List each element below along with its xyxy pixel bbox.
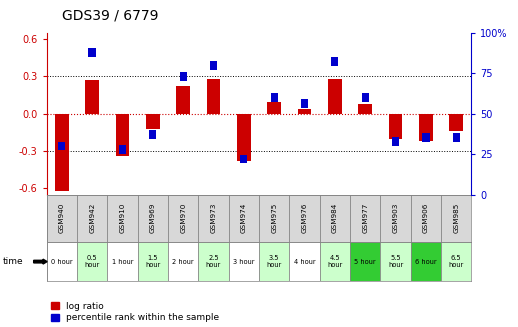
- Text: GSM910: GSM910: [120, 203, 125, 233]
- Text: 4 hour: 4 hour: [294, 259, 315, 265]
- Bar: [138, 242, 168, 281]
- Bar: [422, 133, 429, 142]
- Bar: [380, 242, 411, 281]
- Bar: [350, 242, 380, 281]
- Text: GSM974: GSM974: [241, 203, 247, 233]
- Bar: [107, 195, 138, 242]
- Bar: [450, 113, 463, 131]
- Bar: [176, 86, 190, 113]
- Text: GSM977: GSM977: [362, 203, 368, 233]
- Text: 1.5
hour: 1.5 hour: [145, 255, 161, 268]
- Bar: [77, 242, 107, 281]
- Text: GSM970: GSM970: [180, 203, 186, 233]
- Bar: [270, 93, 278, 102]
- Text: GSM985: GSM985: [453, 203, 459, 233]
- Bar: [180, 72, 187, 81]
- Text: GSM940: GSM940: [59, 203, 65, 233]
- Bar: [392, 137, 399, 146]
- Bar: [89, 48, 96, 57]
- Text: GSM984: GSM984: [332, 203, 338, 233]
- Bar: [240, 154, 248, 164]
- Bar: [228, 242, 259, 281]
- Text: 3.5
hour: 3.5 hour: [267, 255, 282, 268]
- Text: GSM973: GSM973: [210, 203, 217, 233]
- Bar: [58, 142, 65, 150]
- Text: GSM903: GSM903: [393, 203, 398, 233]
- Bar: [298, 109, 311, 113]
- Bar: [228, 195, 259, 242]
- Bar: [301, 99, 308, 108]
- Bar: [210, 60, 217, 70]
- Bar: [77, 195, 107, 242]
- Bar: [453, 133, 460, 142]
- Legend: log ratio, percentile rank within the sample: log ratio, percentile rank within the sa…: [51, 302, 220, 322]
- Text: 4.5
hour: 4.5 hour: [327, 255, 342, 268]
- Text: 3 hour: 3 hour: [233, 259, 254, 265]
- Bar: [259, 242, 290, 281]
- Text: time: time: [3, 257, 23, 266]
- Bar: [259, 195, 290, 242]
- Bar: [362, 93, 369, 102]
- Bar: [207, 79, 220, 113]
- Bar: [441, 195, 471, 242]
- Bar: [350, 195, 380, 242]
- Bar: [198, 195, 228, 242]
- Text: 2.5
hour: 2.5 hour: [206, 255, 221, 268]
- Text: GSM975: GSM975: [271, 203, 277, 233]
- Bar: [149, 130, 156, 139]
- Text: GDS39 / 6779: GDS39 / 6779: [62, 9, 159, 23]
- Bar: [107, 242, 138, 281]
- Text: 6 hour: 6 hour: [415, 259, 437, 265]
- Bar: [138, 195, 168, 242]
- Bar: [290, 242, 320, 281]
- Bar: [380, 195, 411, 242]
- Text: 1 hour: 1 hour: [112, 259, 133, 265]
- Bar: [168, 195, 198, 242]
- Bar: [116, 113, 130, 156]
- Bar: [328, 79, 342, 113]
- Bar: [441, 242, 471, 281]
- Bar: [267, 102, 281, 113]
- Bar: [290, 195, 320, 242]
- Bar: [198, 242, 228, 281]
- Text: GSM976: GSM976: [301, 203, 308, 233]
- Text: 0.5
hour: 0.5 hour: [84, 255, 100, 268]
- Text: GSM942: GSM942: [89, 203, 95, 233]
- Text: GSM906: GSM906: [423, 203, 429, 233]
- Text: GSM969: GSM969: [150, 203, 156, 233]
- Bar: [119, 145, 126, 154]
- Bar: [358, 104, 372, 113]
- Text: 6.5
hour: 6.5 hour: [449, 255, 464, 268]
- Bar: [146, 113, 160, 129]
- Text: 5 hour: 5 hour: [354, 259, 376, 265]
- Text: 2 hour: 2 hour: [172, 259, 194, 265]
- Text: 5.5
hour: 5.5 hour: [388, 255, 403, 268]
- Bar: [388, 113, 402, 139]
- Bar: [320, 242, 350, 281]
- Bar: [237, 113, 251, 161]
- Bar: [55, 113, 68, 191]
- Bar: [320, 195, 350, 242]
- Bar: [419, 113, 433, 141]
- Bar: [168, 242, 198, 281]
- Text: 0 hour: 0 hour: [51, 259, 73, 265]
- Bar: [331, 57, 338, 66]
- Bar: [85, 80, 99, 113]
- Bar: [411, 195, 441, 242]
- Bar: [47, 195, 77, 242]
- Bar: [47, 242, 77, 281]
- Bar: [411, 242, 441, 281]
